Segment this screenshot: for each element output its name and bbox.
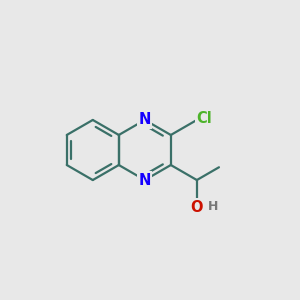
Text: O: O — [190, 200, 203, 214]
Text: H: H — [208, 200, 218, 213]
Text: N: N — [139, 172, 151, 188]
Text: Cl: Cl — [196, 111, 212, 126]
Text: N: N — [139, 112, 151, 128]
